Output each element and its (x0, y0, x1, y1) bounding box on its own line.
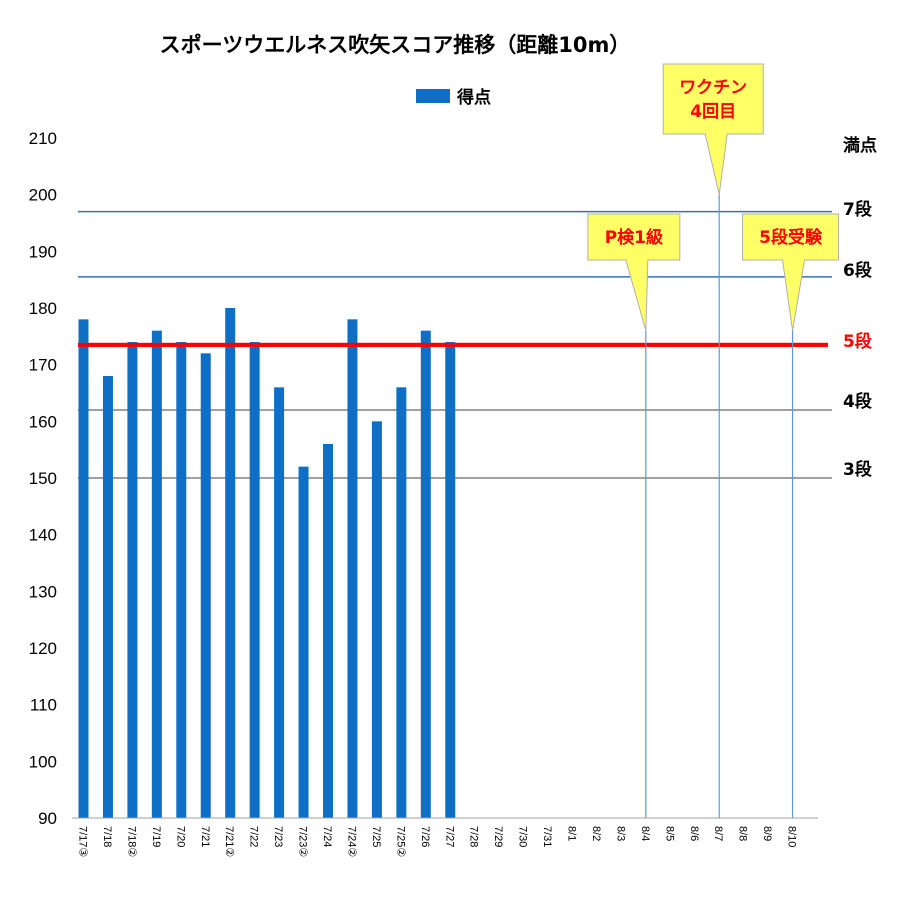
y-tick-label: 180 (29, 299, 57, 318)
y-tick-label: 210 (29, 129, 57, 148)
bar (78, 319, 89, 818)
bar (371, 421, 382, 818)
x-tick-label: 8/4 (639, 826, 651, 841)
annotations: P検1級 ワクチン 4回目 5段受験 (587, 63, 840, 331)
bar (274, 387, 285, 818)
legend-label: 得点 (456, 87, 491, 108)
reference-label: 満点 (843, 135, 877, 156)
x-tick-label: 8/8 (737, 826, 749, 841)
y-tick-label: 170 (29, 356, 57, 375)
bar (225, 308, 236, 818)
x-tick-label: 7/19 (150, 826, 162, 847)
reference-labels: 満点 7段 6段 5段 4段 3段 (843, 135, 877, 480)
callout-box (742, 213, 840, 331)
callout-text: ワクチン (679, 78, 747, 98)
y-tick-label: 120 (29, 639, 57, 658)
x-tick-label: 8/6 (688, 826, 700, 841)
x-tick-label: 7/21② (223, 826, 235, 857)
y-tick-label: 200 (29, 186, 57, 205)
callout-box (662, 63, 764, 195)
chart-title: スポーツウエルネス吹矢スコア推移（距離10m） (160, 33, 631, 57)
bar (200, 353, 211, 818)
callout-text: 4回目 (690, 102, 736, 122)
bar (445, 342, 456, 818)
x-tick-label: 8/5 (663, 826, 675, 841)
x-tick-label: 8/10 (786, 826, 798, 847)
callout-box (587, 213, 681, 331)
y-tick-label: 160 (29, 412, 57, 431)
x-tick-label: 7/25② (394, 826, 406, 857)
x-tick-label: 8/9 (761, 826, 773, 841)
bars (78, 308, 828, 818)
callout-text: P検1級 (605, 227, 663, 248)
y-tick-label: 110 (30, 696, 57, 715)
reference-label: 6段 (843, 260, 872, 281)
bar (151, 330, 162, 818)
annotation-lines (645, 194, 794, 818)
x-tick-label: 7/31 (541, 826, 553, 847)
x-tick-label: 7/22 (248, 826, 260, 847)
bar (396, 387, 407, 818)
bar (420, 330, 431, 818)
y-tick-label: 190 (29, 242, 57, 261)
y-tick-label: 90 (38, 809, 57, 828)
reference-label: 3段 (843, 459, 872, 480)
x-tick-label: 8/7 (712, 826, 724, 841)
reference-label: 7段 (843, 199, 872, 220)
bar (102, 376, 113, 818)
x-tick-label: 7/28 (468, 826, 480, 847)
y-tick-label: 100 (29, 752, 57, 771)
x-tick-label: 7/18② (125, 826, 137, 857)
x-tick-label: 7/24② (345, 826, 357, 857)
reference-label: 4段 (843, 391, 872, 412)
x-tick-label: 7/25 (370, 826, 382, 847)
y-tick-label: 140 (29, 526, 57, 545)
bar (298, 466, 309, 818)
x-tick-label: 8/2 (590, 826, 602, 841)
bar (127, 342, 138, 818)
x-tick-label: 7/26 (419, 826, 431, 847)
bar (176, 342, 187, 818)
x-tick-label: 7/23 (272, 826, 284, 847)
bar (249, 342, 260, 818)
y-axis: 90 100 110 120 130 140 150 160 170 180 190 200 210 (29, 129, 57, 828)
x-tick-label: 8/1 (566, 826, 578, 841)
x-tick-label: 7/21 (199, 826, 211, 847)
y-tick-label: 150 (29, 469, 57, 488)
x-axis: 7/17③ 7/18 7/18② 7/19 7/20 7/21 7/21② 7/22 7/23 7… (72, 817, 818, 857)
reference-label: 5段 (843, 331, 872, 352)
bar (323, 444, 333, 818)
x-tick-label: 7/23② (297, 826, 309, 857)
x-tick-label: 8/3 (614, 826, 626, 841)
x-tick-label: 7/18 (101, 826, 113, 847)
bar (347, 319, 358, 818)
x-tick-label: 7/24 (321, 826, 333, 847)
y-tick-label: 130 (29, 582, 57, 601)
x-tick-label: 7/17③ (77, 826, 89, 857)
x-tick-label: 7/27 (443, 826, 455, 847)
callout-text: 5段受験 (759, 227, 823, 248)
x-tick-label: 7/29 (492, 826, 504, 847)
legend-swatch (416, 89, 450, 103)
x-tick-label: 7/20 (174, 826, 186, 847)
x-tick-label: 7/30 (517, 826, 529, 847)
